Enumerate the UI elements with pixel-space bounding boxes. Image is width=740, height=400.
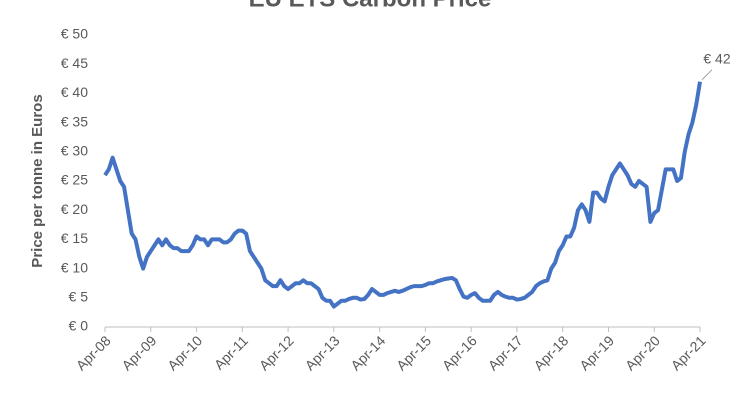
x-tick-label: Apr-18 <box>530 332 571 373</box>
y-tick-label: € 15 <box>61 230 88 246</box>
x-tick-label: Apr-16 <box>439 332 480 373</box>
x-tick-label: Apr-15 <box>393 332 434 373</box>
x-tick-label: Apr-17 <box>485 332 526 373</box>
x-tick-label: Apr-13 <box>302 332 343 373</box>
y-axis-label: Price per tonne in Euros <box>29 94 46 267</box>
y-tick-label: € 5 <box>69 289 89 305</box>
x-tick-label: Apr-09 <box>118 332 159 373</box>
x-tick-label: Apr-20 <box>622 332 663 373</box>
y-tick-label: € 40 <box>61 84 88 100</box>
y-tick-label: € 25 <box>61 172 88 188</box>
x-tick-label: Apr-08 <box>73 332 114 373</box>
x-tick-label: Apr-19 <box>576 332 617 373</box>
annotation: € 42 <box>703 50 730 66</box>
y-tick-label: € 30 <box>61 143 88 159</box>
y-tick-label: € 45 <box>61 55 88 71</box>
y-tick-label: € 35 <box>61 113 88 129</box>
line-series <box>103 81 702 309</box>
x-tick-label: Apr-10 <box>164 332 205 373</box>
x-tick-label: Apr-12 <box>256 332 297 373</box>
x-tick-label: Apr-14 <box>347 332 388 373</box>
y-tick-label: € 0 <box>69 318 89 334</box>
x-tick-label: Apr-11 <box>211 332 251 372</box>
y-tick-label: € 20 <box>61 201 88 217</box>
annotation-leader <box>701 69 713 81</box>
y-tick-label: € 50 <box>61 26 88 42</box>
x-tick-label: Apr-21 <box>668 332 709 373</box>
y-tick-label: € 10 <box>61 259 88 275</box>
chart-title: EU ETS Carbon Price <box>249 0 492 12</box>
